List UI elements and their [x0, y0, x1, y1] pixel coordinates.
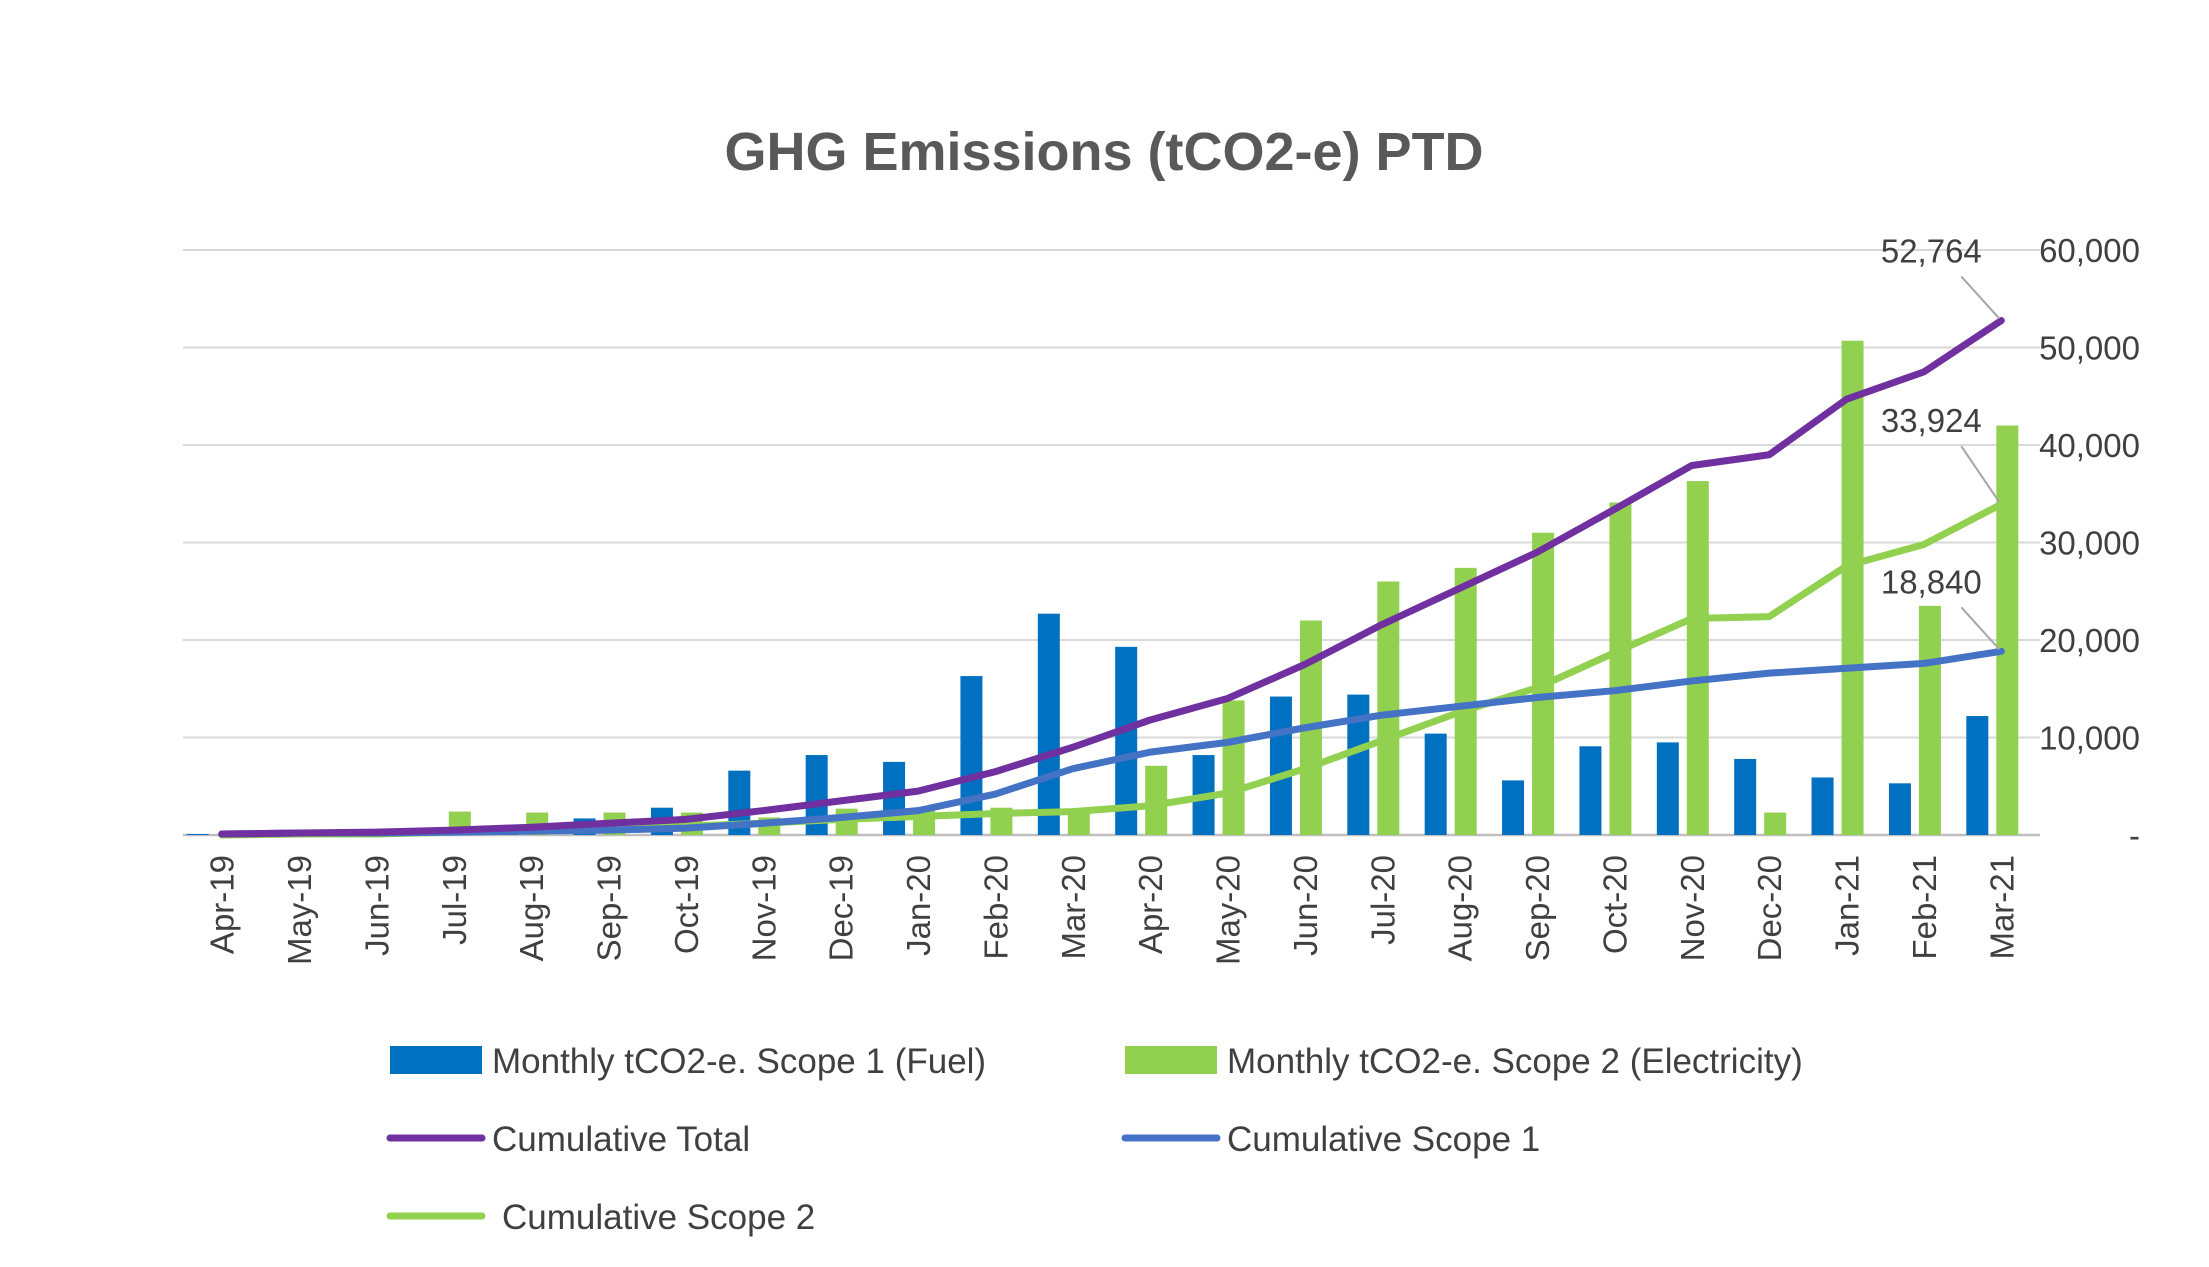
legend-swatch — [390, 1046, 482, 1074]
y-tick-label: 20,000 — [2039, 622, 2140, 659]
y-tick-label: 30,000 — [2039, 525, 2140, 562]
bar-scope2 — [1918, 605, 1941, 835]
bar-scope2 — [1996, 425, 2019, 835]
legend-label: Monthly tCO2-e. Scope 2 (Electricity) — [1227, 1042, 1803, 1081]
legend-label: Monthly tCO2-e. Scope 1 (Fuel) — [492, 1042, 986, 1081]
x-tick-label: Mar-20 — [1055, 855, 1092, 960]
x-tick-label: Apr-19 — [204, 855, 241, 954]
bar-scope1 — [1269, 696, 1292, 835]
data-label-leader — [1960, 275, 2001, 320]
bar-scope1 — [1115, 646, 1138, 835]
line-cumulative-scope1 — [218, 647, 2005, 838]
bar-scope1 — [1579, 746, 1602, 835]
line-cumulative-total — [218, 317, 2005, 838]
bar-scope2 — [1454, 567, 1477, 835]
bar-scope2 — [1222, 700, 1245, 835]
bar-scope1 — [1424, 733, 1447, 835]
bar-scope1 — [1502, 780, 1525, 835]
y-axis: - 10,000 20,000 30,000 40,000 50,000 60,000 — [2039, 232, 2140, 854]
legend-swatch — [1125, 1046, 1217, 1074]
data-label: 33,924 — [1881, 402, 1982, 439]
lines — [218, 317, 2005, 839]
bar-scope1 — [728, 770, 751, 835]
legend-label: Cumulative Scope 2 — [502, 1198, 815, 1237]
x-tick-label: May-20 — [1210, 855, 1247, 965]
x-tick-label: Jan-20 — [900, 855, 937, 956]
x-tick-label: Sep-19 — [591, 855, 628, 961]
x-tick-label: Jul-19 — [436, 855, 473, 945]
y-tick-label: 60,000 — [2039, 232, 2140, 269]
x-tick-label: Aug-19 — [513, 855, 550, 961]
bar-scope2 — [1377, 581, 1400, 835]
bar-scope2 — [1686, 481, 1709, 835]
bar-scope1 — [1347, 694, 1370, 835]
data-label-leader — [1960, 606, 2001, 650]
x-tick-label: Mar-21 — [1983, 855, 2020, 960]
bar-scope1 — [1037, 613, 1060, 835]
x-tick-label: Jun-20 — [1287, 855, 1324, 956]
x-tick-label: Apr-20 — [1132, 855, 1169, 954]
x-tick-label: Dec-20 — [1751, 855, 1788, 961]
bar-scope1 — [1811, 777, 1834, 835]
gridlines — [183, 249, 2040, 837]
x-tick-label: Nov-20 — [1674, 855, 1711, 961]
bar-scope1 — [186, 834, 209, 835]
x-tick-label: Jan-21 — [1829, 855, 1866, 956]
x-tick-label: Aug-20 — [1442, 855, 1479, 961]
bar-scope1 — [1888, 783, 1911, 835]
x-tick-label: Jul-20 — [1364, 855, 1401, 945]
y-tick-label: 10,000 — [2039, 720, 2140, 757]
data-label: 18,840 — [1881, 563, 1982, 600]
x-axis: Apr-19 May-19 Jun-19 Jul-19 Aug-19 Sep-19 Oct-… — [204, 855, 2021, 965]
x-tick-label: Jun-19 — [358, 855, 395, 956]
legend-label: Cumulative Scope 1 — [1227, 1120, 1540, 1159]
x-tick-label: Feb-20 — [977, 855, 1014, 960]
x-tick-label: Sep-20 — [1519, 855, 1556, 961]
bar-scope2 — [1145, 765, 1168, 835]
data-labels: 52,764 33,924 18,840 — [1881, 233, 2001, 650]
y-tick-label: - — [2129, 817, 2140, 854]
bar-scope1 — [1966, 716, 1989, 835]
x-tick-label: Feb-21 — [1906, 855, 1943, 960]
bar-scope1 — [1734, 758, 1757, 835]
chart-title: GHG Emissions (tCO2-e) PTD — [724, 122, 1483, 182]
y-tick-label: 40,000 — [2039, 427, 2140, 464]
legend: Monthly tCO2-e. Scope 1 (Fuel) Monthly tC… — [386, 1042, 1803, 1237]
bar-scope2 — [1841, 340, 1864, 835]
x-tick-label: May-19 — [281, 855, 318, 965]
x-tick-label: Oct-19 — [668, 855, 705, 954]
bar-scope1 — [805, 755, 828, 835]
x-tick-label: Dec-19 — [823, 855, 860, 961]
x-tick-label: Oct-20 — [1596, 855, 1633, 954]
bar-scope1 — [1656, 742, 1679, 835]
data-label-leader — [1960, 445, 2001, 503]
bar-scope2 — [1067, 809, 1090, 835]
x-tick-label: Nov-19 — [745, 855, 782, 961]
legend-label: Cumulative Total — [492, 1120, 750, 1159]
bar-scope2 — [1609, 502, 1632, 835]
y-tick-label: 50,000 — [2039, 330, 2140, 367]
bar-scope2 — [1764, 812, 1787, 835]
data-label: 52,764 — [1881, 233, 1982, 270]
